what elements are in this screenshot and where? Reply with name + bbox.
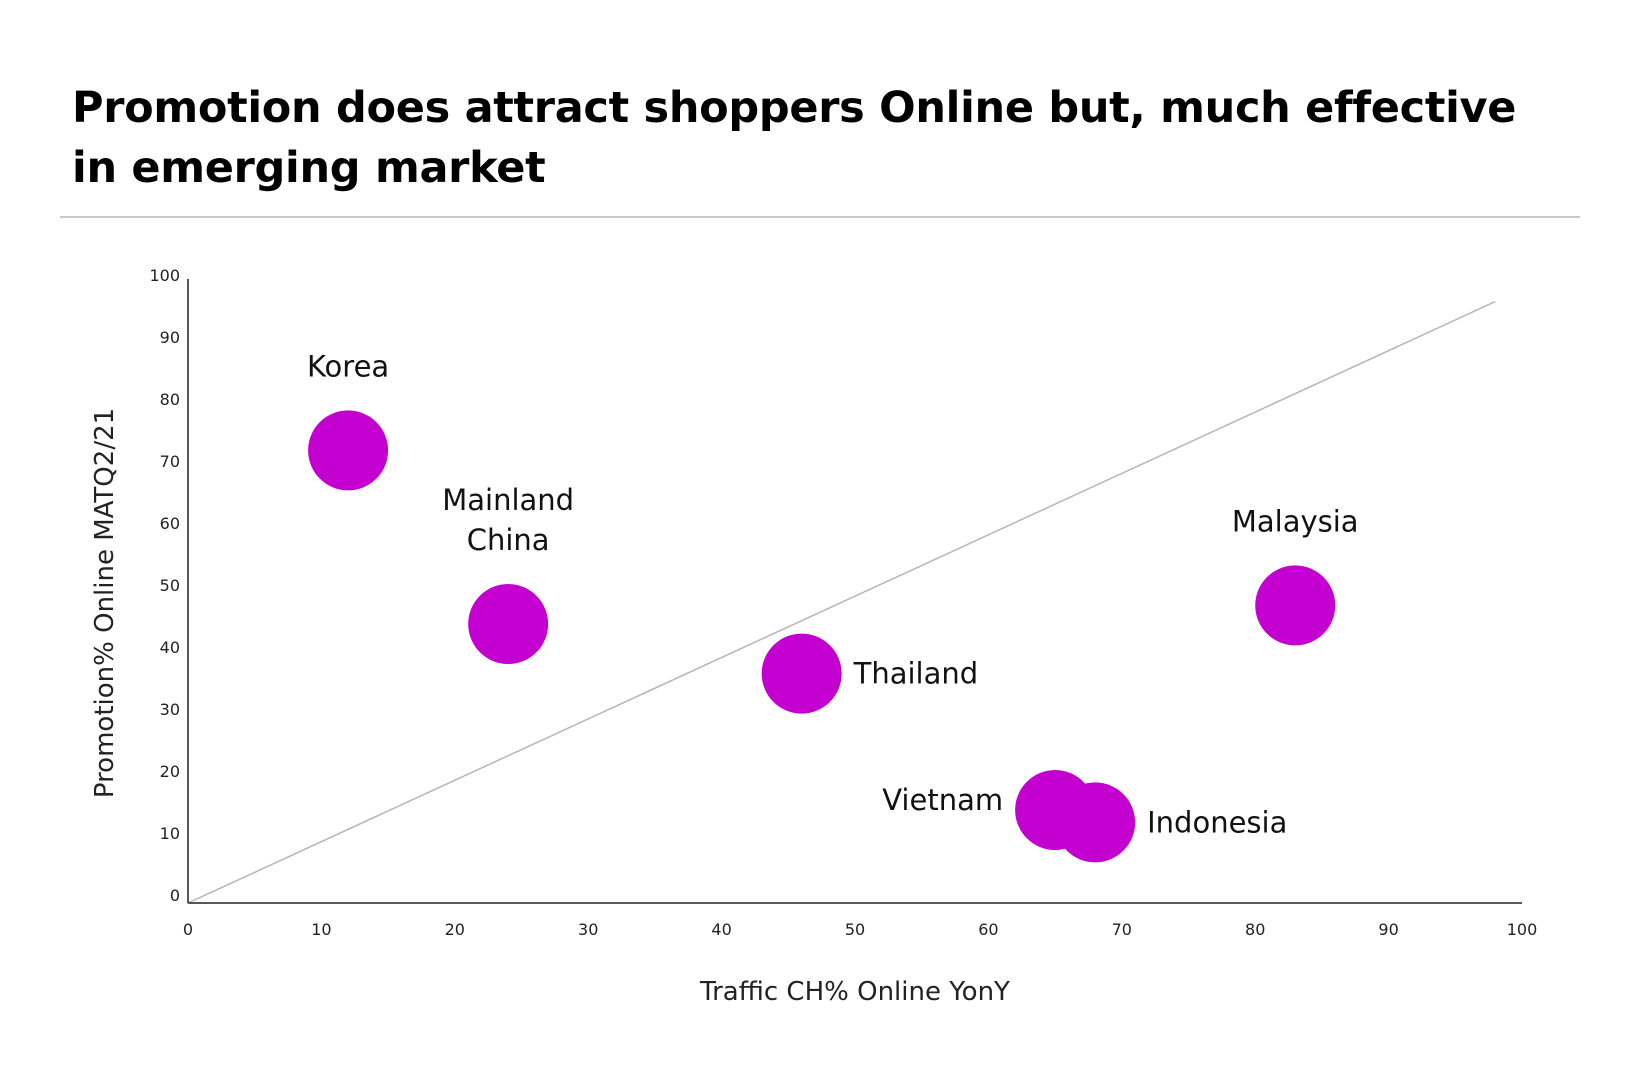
bubble-thailand — [761, 633, 842, 714]
y-tick-label: 30 — [160, 700, 180, 719]
y-tick-label: 90 — [160, 328, 180, 347]
x-tick-label: 40 — [711, 920, 731, 939]
y-tick-label: 0 — [170, 886, 180, 905]
reference-line-layer — [187, 300, 1496, 904]
reference-line — [187, 300, 1496, 904]
y-tick-label: 70 — [160, 452, 180, 471]
x-tick-label: 10 — [311, 920, 331, 939]
x-tick-label: 90 — [1378, 920, 1398, 939]
x-tick-label: 100 — [1507, 920, 1538, 939]
x-tick-label: 50 — [845, 920, 865, 939]
point-label: Vietnam — [882, 783, 1003, 817]
point-label: Malaysia — [1232, 504, 1359, 538]
x-tick-label: 30 — [578, 920, 598, 939]
x-tick-label: 0 — [183, 920, 193, 939]
y-tick-label: 40 — [160, 638, 180, 657]
chart-title: Promotion does attract shoppers Online b… — [72, 83, 1517, 193]
x-tick-label: 70 — [1112, 920, 1132, 939]
y-tick-label: 20 — [160, 762, 180, 781]
axes — [187, 279, 1522, 904]
point-labels: Korea Mainland China Thailand Malaysia Vietna… — [307, 349, 1359, 839]
title-divider — [60, 216, 1580, 218]
y-tick-label: 10 — [160, 824, 180, 843]
y-tick-label: 80 — [160, 390, 180, 409]
x-tick-label: 20 — [445, 920, 465, 939]
bubble-indonesia — [1055, 782, 1136, 863]
point-label: Mainland China — [442, 483, 574, 557]
y-tick-label: 60 — [160, 514, 180, 533]
point-label: Thailand — [853, 657, 979, 691]
bubble-korea — [308, 410, 389, 491]
tick-labels: 0 10 20 30 40 50 60 70 80 90 100 0 10 20 30 40 50 60 70 80 9… — [149, 266, 1537, 939]
bubble-malaysia — [1255, 565, 1336, 646]
point-label: Korea — [307, 349, 389, 383]
x-axis-title: Traffic CH% Online YonY — [699, 977, 1010, 1007]
y-tick-label: 50 — [160, 576, 180, 595]
y-axis-title: Promotion% Online MATQ2/21 — [90, 408, 120, 798]
x-tick-label: 60 — [978, 920, 998, 939]
x-tick-label: 80 — [1245, 920, 1265, 939]
bubble-mainland-china — [468, 584, 549, 664]
point-label: Indonesia — [1147, 805, 1287, 839]
data-points — [308, 410, 1336, 863]
y-tick-label: 100 — [149, 266, 180, 285]
